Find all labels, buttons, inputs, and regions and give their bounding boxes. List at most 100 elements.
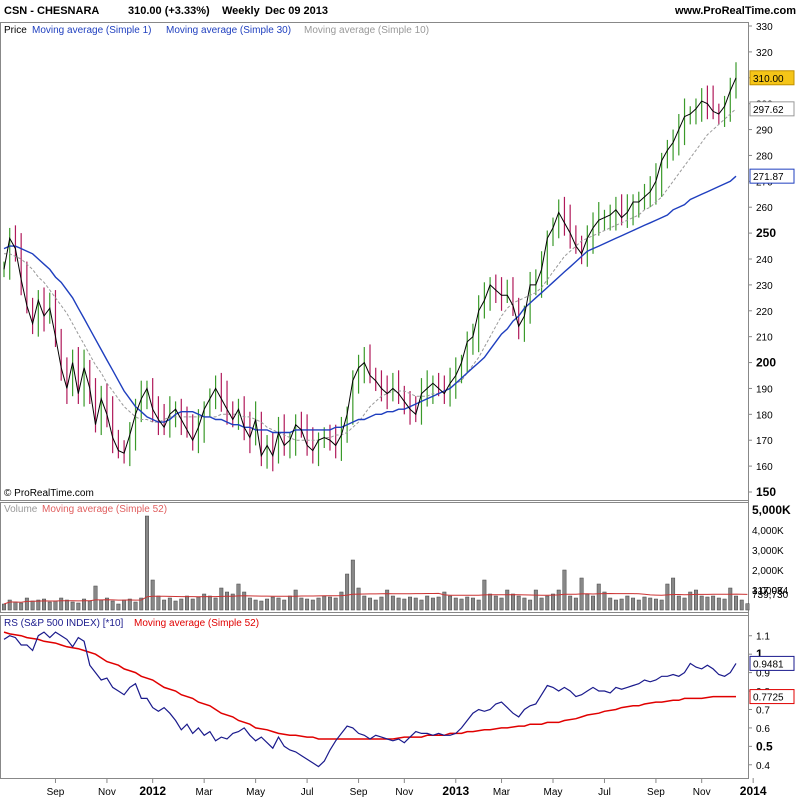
volume-bar — [93, 585, 98, 611]
volume-bar — [516, 595, 521, 611]
volume-bar — [207, 595, 212, 611]
price-value-tag — [749, 101, 795, 117]
volume-bar — [585, 593, 590, 611]
volume-bar — [362, 595, 367, 611]
legend-volume-ma52: Moving average (Simple 52) — [42, 504, 167, 515]
x-tick-label: Nov — [693, 787, 711, 798]
x-tick-label: Jul — [301, 787, 314, 798]
volume-bar — [139, 597, 144, 611]
volume-bar — [110, 600, 115, 611]
volume-bar — [145, 515, 149, 611]
volume-bar — [247, 597, 252, 611]
x-tick-label: May — [246, 787, 265, 798]
price-value-label: 297.62 — [753, 105, 784, 116]
volume-bar — [30, 600, 35, 611]
price-tick-label: 200 — [756, 356, 776, 370]
volume-bar — [253, 599, 258, 611]
volume-bar — [179, 598, 184, 611]
volume-tick-label: 5,000K — [752, 503, 791, 517]
volume-bar — [127, 598, 132, 611]
price-tick-label: 280 — [756, 151, 773, 162]
price-tick-label: 240 — [756, 255, 773, 266]
rs-value-tag — [749, 689, 795, 705]
chart-period: Weekly — [222, 5, 261, 17]
volume-bar — [442, 591, 447, 611]
volume-bar — [505, 589, 510, 611]
chart-ticker: CSN - CHESNARA — [4, 5, 99, 17]
legend-volume: Volume — [4, 504, 38, 515]
price-tick-label: 220 — [756, 307, 773, 318]
chart-date: Dec 09 2013 — [265, 5, 328, 17]
legend-rs-ma52: Moving average (Simple 52) — [134, 618, 259, 629]
volume-bar — [448, 595, 453, 611]
volume-bar — [87, 600, 92, 611]
volume-bar — [396, 597, 401, 611]
volume-bar — [202, 593, 207, 611]
volume-bar — [676, 595, 681, 611]
volume-bar — [591, 595, 595, 611]
volume-bar — [299, 597, 304, 611]
volume-tick-label: 3,000K — [752, 546, 784, 557]
x-tick-label: Nov — [98, 787, 116, 798]
volume-bar — [104, 597, 109, 611]
price-value-tag — [749, 70, 795, 86]
volume-bar — [390, 595, 395, 611]
volume-bar — [425, 595, 430, 611]
volume-bar — [419, 599, 424, 611]
volume-bar — [699, 595, 704, 611]
volume-bar — [545, 595, 550, 611]
price-tick-label: 250 — [756, 226, 776, 240]
volume-bar — [70, 601, 75, 611]
volume-bar — [459, 598, 464, 611]
volume-bar — [150, 579, 155, 611]
volume-bar — [722, 598, 727, 611]
volume-tick-label: 1,000K — [752, 586, 784, 597]
volume-bar — [316, 597, 321, 611]
volume-bar — [734, 595, 738, 611]
volume-bar — [24, 597, 29, 611]
x-tick-label: May — [544, 787, 563, 798]
volume-bar — [385, 589, 390, 611]
volume-bar — [133, 601, 138, 611]
volume-bar — [373, 599, 378, 611]
volume-bar — [156, 595, 161, 611]
volume-bar — [402, 598, 407, 611]
volume-value-label: 317,034 — [752, 586, 789, 597]
volume-bar — [59, 597, 64, 611]
x-tick-label: Sep — [647, 787, 665, 798]
volume-bar — [596, 583, 601, 611]
legend-rs: RS (S&P 500 INDEX) [*10] — [4, 618, 124, 629]
volume-bar — [328, 596, 332, 611]
volume-bar — [573, 597, 578, 611]
ma30-line — [3, 175, 737, 434]
volume-bar — [36, 599, 41, 611]
volume-bar — [608, 597, 613, 611]
x-tick-label: Jul — [598, 787, 611, 798]
price-tick-label: 330 — [756, 22, 773, 33]
volume-bar — [82, 598, 87, 611]
rs-tick-label: 1.1 — [756, 632, 770, 643]
x-tick-label: Sep — [350, 787, 368, 798]
x-tick-label: Nov — [395, 787, 413, 798]
volume-bar — [642, 596, 647, 611]
ma1-line — [3, 77, 737, 458]
volume-bar — [413, 597, 418, 611]
volume-bar — [665, 583, 670, 611]
volume-bar — [711, 595, 716, 611]
volume-bar — [356, 587, 361, 611]
x-tick-label: 2013 — [442, 784, 469, 798]
volume-bar — [551, 593, 555, 611]
volume-bar — [47, 601, 52, 611]
volume-bar — [625, 595, 630, 611]
volume-bar — [7, 599, 12, 611]
volume-tick-label: 2,000K — [752, 566, 784, 577]
volume-bar — [167, 597, 172, 611]
price-tick-label: 150 — [756, 485, 776, 499]
ma10-line — [4, 108, 737, 441]
rs-value-tag — [749, 655, 795, 671]
rs-line — [3, 631, 737, 768]
volume-bar — [287, 595, 292, 611]
volume-ma-line — [3, 592, 748, 605]
volume-bar — [636, 599, 641, 611]
volume-bar — [310, 599, 315, 611]
